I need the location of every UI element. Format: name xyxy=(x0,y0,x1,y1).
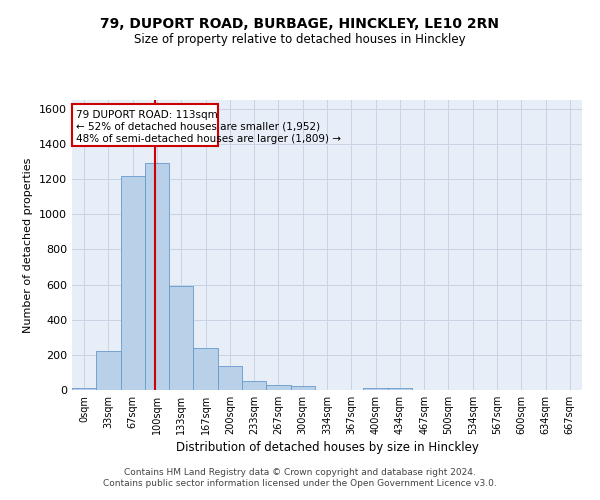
Text: 48% of semi-detached houses are larger (1,809) →: 48% of semi-detached houses are larger (… xyxy=(76,134,341,143)
Bar xyxy=(73,104,218,146)
Bar xyxy=(290,386,315,390)
Text: 79, DUPORT ROAD, BURBAGE, HINCKLEY, LE10 2RN: 79, DUPORT ROAD, BURBAGE, HINCKLEY, LE10… xyxy=(101,18,499,32)
Bar xyxy=(169,286,193,390)
Bar xyxy=(121,176,145,390)
Y-axis label: Number of detached properties: Number of detached properties xyxy=(23,158,34,332)
Bar xyxy=(218,366,242,390)
Bar xyxy=(193,348,218,390)
Text: Size of property relative to detached houses in Hinckley: Size of property relative to detached ho… xyxy=(134,32,466,46)
Bar xyxy=(364,388,388,390)
Bar xyxy=(266,384,290,390)
Bar xyxy=(242,381,266,390)
Text: 79 DUPORT ROAD: 113sqm: 79 DUPORT ROAD: 113sqm xyxy=(76,110,218,120)
Bar xyxy=(145,164,169,390)
Text: Contains HM Land Registry data © Crown copyright and database right 2024.
Contai: Contains HM Land Registry data © Crown c… xyxy=(103,468,497,487)
X-axis label: Distribution of detached houses by size in Hinckley: Distribution of detached houses by size … xyxy=(176,441,478,454)
Text: ← 52% of detached houses are smaller (1,952): ← 52% of detached houses are smaller (1,… xyxy=(76,122,320,132)
Bar xyxy=(388,388,412,390)
Bar xyxy=(72,388,96,390)
Bar xyxy=(96,352,121,390)
